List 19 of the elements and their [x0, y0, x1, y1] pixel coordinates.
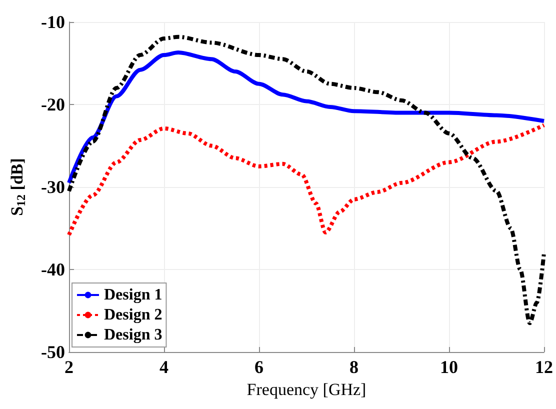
y-tick-label: -10 — [41, 12, 65, 32]
x-tick-label: 10 — [440, 357, 458, 377]
x-tick-label: 12 — [535, 357, 553, 377]
line-series — [67, 50, 546, 185]
y-tick-label: -50 — [41, 342, 65, 362]
y-axis-title: S12 [dB] — [8, 158, 28, 216]
line-series — [67, 34, 546, 326]
x-tick-label: 2 — [64, 357, 74, 377]
legend-label: Design 1 — [104, 286, 162, 304]
y-tick-label: -20 — [41, 94, 65, 114]
y-tick-label: -40 — [41, 260, 65, 280]
legend-label: Design 3 — [104, 326, 162, 344]
x-tick-label: 8 — [350, 357, 358, 377]
y-tick-label: -30 — [41, 177, 65, 197]
x-tick-label: 4 — [160, 357, 168, 377]
line-series — [67, 123, 546, 237]
x-tick-label: 6 — [254, 357, 264, 377]
x-axis-title: Frequency [GHz] — [246, 380, 366, 399]
legend-label: Design 2 — [104, 306, 162, 324]
